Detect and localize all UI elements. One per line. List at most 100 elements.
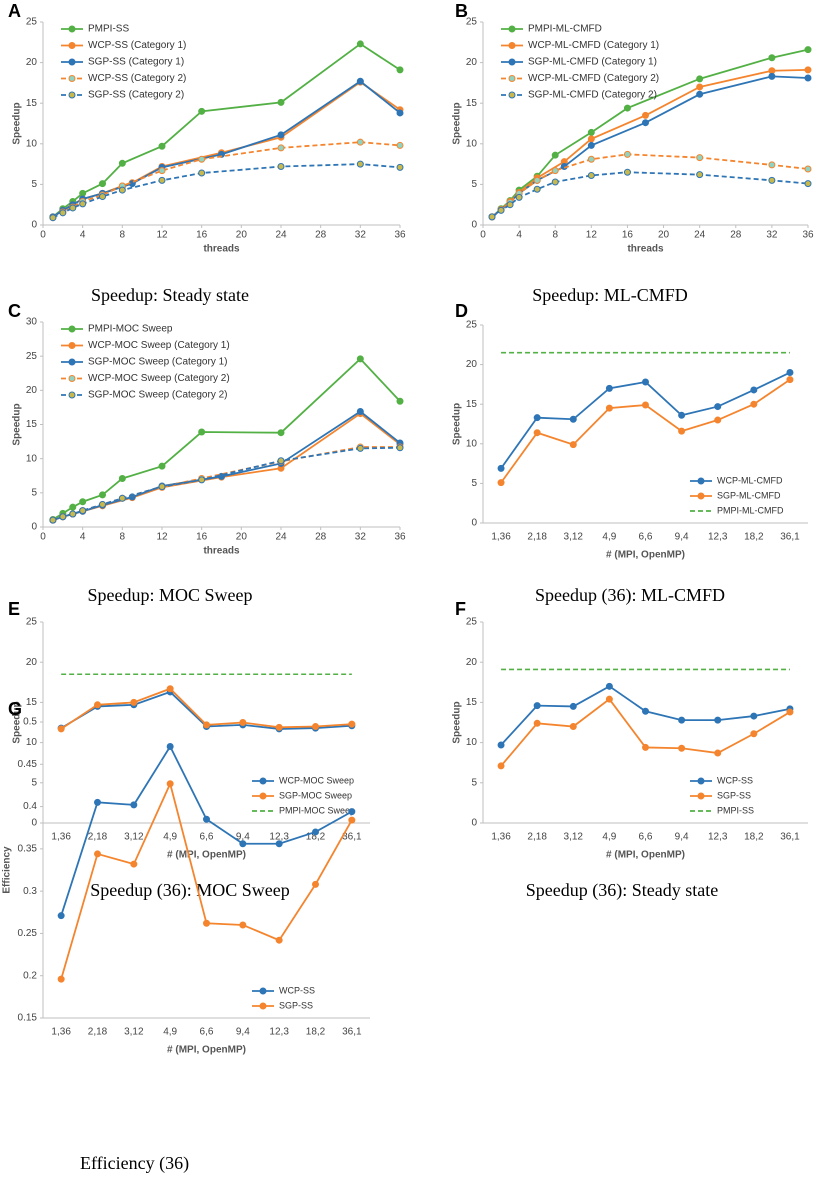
point [158, 176, 166, 184]
x-tick-label: 4,9 [602, 832, 616, 843]
y-tick-label: 15 [26, 98, 38, 109]
point [99, 180, 106, 188]
legend-label: SGP-MOC Sweep (Category 2) [88, 390, 228, 401]
x-tick-label: 4 [80, 230, 86, 241]
point [551, 151, 559, 159]
point [714, 749, 722, 757]
point [768, 161, 776, 169]
legend-label: WCP-MOC Sweep (Category 1) [88, 340, 230, 351]
x-axis-title: # (MPI, OpenMP) [606, 550, 685, 561]
panel-label: C [8, 301, 21, 321]
x-tick-label: 1,36 [491, 832, 511, 843]
y-tick-label: 10 [26, 453, 38, 464]
point [605, 404, 613, 412]
point [166, 685, 174, 693]
y-tick-label: 25 [26, 617, 38, 628]
x-tick-label: 1,36 [51, 1027, 71, 1038]
point [786, 376, 794, 384]
point [99, 193, 106, 201]
legend-label: WCP-SS [717, 775, 753, 785]
legend-marker [68, 75, 76, 82]
point [118, 494, 126, 502]
y-tick-label: 0 [31, 522, 37, 533]
y-tick-label: 25 [466, 617, 478, 628]
point [158, 167, 166, 175]
legend-label: SGP-SS (Category 1) [88, 57, 184, 68]
legend-marker [68, 342, 76, 349]
y-tick-label: 0 [31, 220, 37, 231]
point [804, 180, 812, 188]
y-tick-label: 25 [26, 351, 38, 362]
legend-label: PMPI-SS [717, 805, 754, 815]
panel-label: E [8, 599, 20, 619]
point [118, 186, 126, 194]
series-line [491, 153, 809, 218]
point [99, 500, 106, 508]
point [275, 936, 283, 944]
y-tick-label: 0.2 [23, 970, 37, 981]
y-tick-label: 20 [466, 359, 478, 370]
y-tick-label: 30 [26, 317, 38, 328]
legend-label: SGP-SS (Category 2) [88, 90, 184, 101]
point [804, 66, 812, 74]
legend-marker [259, 777, 267, 785]
point [750, 386, 758, 394]
x-tick-label: 12 [156, 230, 168, 241]
point [396, 109, 404, 117]
point [642, 401, 649, 409]
point [69, 204, 77, 212]
point [198, 169, 206, 177]
y-tick-label: 5 [31, 487, 37, 498]
x-tick-label: 36,1 [342, 1027, 362, 1038]
legend-label: PMPI-MOC Sweep [88, 324, 173, 335]
point [750, 400, 758, 408]
y-tick-label: 20 [466, 57, 478, 68]
point [59, 513, 67, 521]
y-tick-label: 10 [466, 438, 478, 449]
point [203, 721, 210, 729]
x-tick-label: 36,1 [780, 832, 800, 843]
legend-label: SGP-MOC Sweep (Category 1) [88, 357, 228, 368]
x-axis-title: threads [203, 546, 240, 557]
point [166, 780, 174, 788]
point [356, 444, 364, 452]
point [696, 75, 704, 83]
point [587, 135, 595, 143]
x-tick-label: 6,6 [200, 832, 214, 843]
point [198, 155, 206, 163]
legend-label: SGP-SS [279, 1000, 313, 1010]
point [497, 464, 505, 472]
point [356, 138, 364, 146]
point [488, 213, 496, 221]
legend-label: WCP-MOC Sweep (Category 2) [88, 373, 230, 384]
point [277, 163, 285, 171]
point [533, 185, 541, 193]
point [275, 840, 283, 848]
y-tick-label: 10 [466, 737, 478, 748]
legend-marker [68, 375, 76, 382]
x-tick-label: 16 [196, 230, 208, 241]
point [804, 46, 812, 54]
legend-label: WCP-SS [279, 985, 315, 995]
point [642, 707, 649, 715]
point [678, 716, 686, 724]
series-line [52, 446, 401, 522]
y-tick-label: 15 [466, 399, 478, 410]
legend-marker [508, 25, 516, 33]
point [623, 150, 631, 158]
point [57, 725, 65, 733]
x-tick-label: 18,2 [744, 532, 764, 543]
point [49, 214, 57, 222]
x-tick-label: 20 [658, 230, 670, 241]
x-axis-title: threads [203, 244, 240, 255]
legend-label: PMPI-SS [88, 24, 129, 35]
x-tick-label: 2,18 [88, 1027, 108, 1038]
point [356, 40, 364, 48]
y-axis-title: Efficiency [2, 846, 13, 894]
legend-marker [68, 325, 76, 333]
y-tick-label: 5 [471, 179, 477, 190]
legend-marker [508, 91, 516, 99]
point [569, 723, 577, 731]
point [551, 178, 559, 186]
legend-marker [68, 42, 76, 49]
